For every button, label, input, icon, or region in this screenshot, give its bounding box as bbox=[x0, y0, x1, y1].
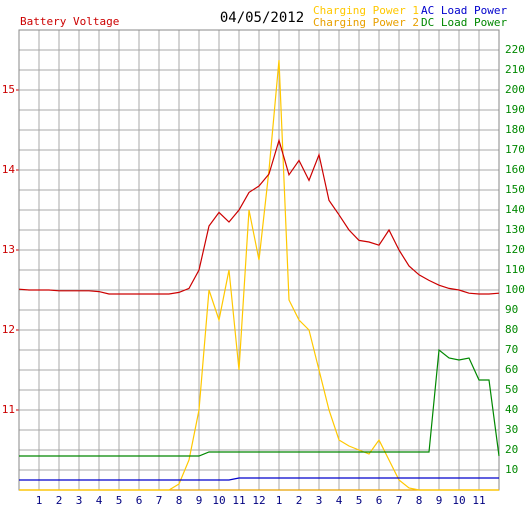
y2-tick-label: 140 bbox=[505, 203, 525, 216]
y2-tick-label: 120 bbox=[505, 243, 525, 256]
legend-label: Battery Voltage bbox=[20, 15, 119, 28]
x-tick-label: 10 bbox=[452, 494, 465, 507]
y2-tick-label: 70 bbox=[505, 343, 518, 356]
x-tick-label: 6 bbox=[136, 494, 143, 507]
x-tick-label: 9 bbox=[196, 494, 203, 507]
legend-label: Charging Power 1 bbox=[313, 4, 419, 17]
y2-tick-label: 150 bbox=[505, 183, 525, 196]
x-tick-label: 1 bbox=[276, 494, 283, 507]
y2-tick-label: 180 bbox=[505, 123, 525, 136]
x-tick-label: 3 bbox=[316, 494, 323, 507]
y2-tick-label: 80 bbox=[505, 323, 518, 336]
x-tick-label: 7 bbox=[396, 494, 403, 507]
x-tick-label: 7 bbox=[156, 494, 163, 507]
x-tick-label: 11 bbox=[232, 494, 245, 507]
y-tick-label: 11 bbox=[2, 403, 15, 416]
y-tick-label: 15 bbox=[2, 83, 15, 96]
x-tick-label: 4 bbox=[336, 494, 343, 507]
x-tick-label: 2 bbox=[296, 494, 303, 507]
y-tick-label: 12 bbox=[2, 323, 15, 336]
y2-tick-label: 60 bbox=[505, 363, 518, 376]
y2-tick-label: 130 bbox=[505, 223, 525, 236]
y2-tick-label: 200 bbox=[505, 83, 525, 96]
series-line bbox=[19, 348, 500, 457]
y-tick-label: 13 bbox=[2, 243, 15, 256]
x-tick-label: 3 bbox=[76, 494, 83, 507]
legend-label: DC Load Power bbox=[421, 16, 507, 29]
y2-tick-label: 210 bbox=[505, 63, 525, 76]
x-tick-label: 10 bbox=[212, 494, 225, 507]
x-tick-label: 6 bbox=[376, 494, 383, 507]
series-line bbox=[19, 477, 499, 481]
x-tick-label: 2 bbox=[56, 494, 63, 507]
y2-tick-label: 190 bbox=[505, 103, 525, 116]
y2-tick-label: 90 bbox=[505, 303, 518, 316]
y-tick-label: 14 bbox=[2, 163, 16, 176]
y2-tick-label: 20 bbox=[505, 443, 518, 456]
x-tick-label: 8 bbox=[176, 494, 183, 507]
x-tick-label: 5 bbox=[116, 494, 123, 507]
y2-tick-label: 100 bbox=[505, 283, 525, 296]
series-line bbox=[19, 59, 499, 491]
x-tick-label: 9 bbox=[436, 494, 443, 507]
y2-tick-label: 40 bbox=[505, 403, 518, 416]
y2-tick-label: 220 bbox=[505, 43, 525, 56]
y2-tick-label: 160 bbox=[505, 163, 525, 176]
y2-tick-label: 10 bbox=[505, 463, 518, 476]
x-tick-label: 12 bbox=[252, 494, 265, 507]
legend-label: Charging Power 2 bbox=[313, 16, 419, 29]
legend-label: AC Load Power bbox=[421, 4, 507, 17]
series-line bbox=[18, 138, 500, 295]
chart-title: 04/05/2012 bbox=[220, 10, 304, 26]
x-tick-label: 5 bbox=[356, 494, 363, 507]
y2-tick-label: 30 bbox=[505, 423, 518, 436]
x-tick-label: 1 bbox=[36, 494, 43, 507]
y2-tick-label: 50 bbox=[505, 383, 518, 396]
y2-tick-label: 170 bbox=[505, 143, 525, 156]
y2-tick-label: 110 bbox=[505, 263, 525, 276]
x-tick-label: 11 bbox=[472, 494, 485, 507]
x-tick-label: 4 bbox=[96, 494, 103, 507]
x-tick-label: 8 bbox=[416, 494, 423, 507]
